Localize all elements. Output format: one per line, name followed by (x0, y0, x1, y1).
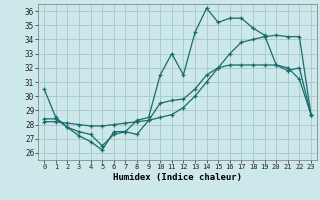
X-axis label: Humidex (Indice chaleur): Humidex (Indice chaleur) (113, 173, 242, 182)
